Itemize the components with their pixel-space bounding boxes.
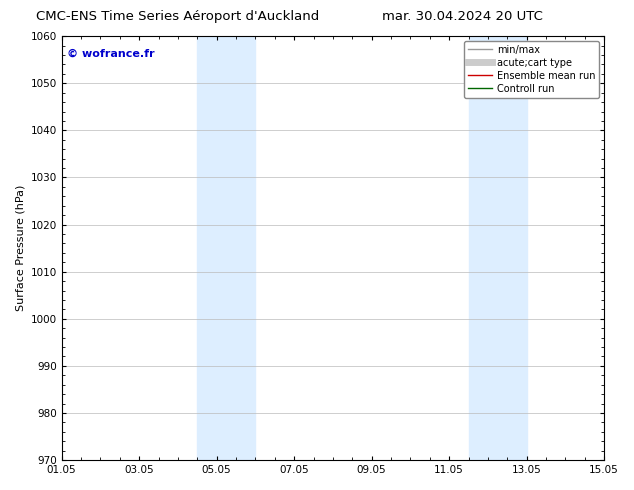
Bar <box>197 36 256 460</box>
Text: CMC-ENS Time Series Aéroport d'Auckland: CMC-ENS Time Series Aéroport d'Auckland <box>36 10 319 23</box>
Bar <box>469 36 527 460</box>
Y-axis label: Surface Pressure (hPa): Surface Pressure (hPa) <box>15 185 25 311</box>
Text: mar. 30.04.2024 20 UTC: mar. 30.04.2024 20 UTC <box>382 10 543 23</box>
Text: © wofrance.fr: © wofrance.fr <box>67 49 155 59</box>
Legend: min/max, acute;cart type, Ensemble mean run, Controll run: min/max, acute;cart type, Ensemble mean … <box>464 41 599 98</box>
